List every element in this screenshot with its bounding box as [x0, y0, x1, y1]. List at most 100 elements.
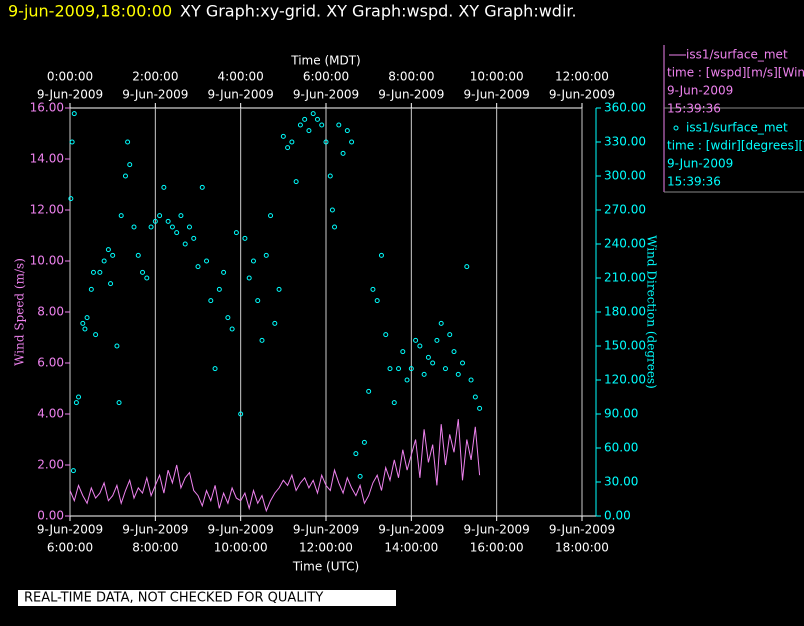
x-tick-label: 6:00:00	[47, 541, 93, 555]
wind-direction-point	[421, 371, 427, 377]
x-tick-date: 9-Jun-2009	[37, 523, 103, 537]
wind-direction-point	[361, 439, 367, 445]
wind-direction-point	[344, 128, 350, 134]
wind-direction-point	[108, 281, 114, 287]
y2-tick-label: 180.00	[604, 305, 646, 319]
x-tick-label: 8:00:00	[132, 541, 178, 555]
wind-direction-point	[434, 337, 440, 343]
wind-direction-point	[472, 394, 478, 400]
wind-direction-point	[182, 241, 188, 247]
wind-direction-point	[114, 343, 120, 349]
wind-direction-point	[233, 230, 239, 236]
wind-direction-point	[199, 184, 205, 190]
legend-time: 15:39:36	[667, 102, 721, 116]
wind-direction-point	[353, 451, 359, 457]
wind-direction-point	[387, 366, 393, 372]
wind-direction-point	[263, 252, 269, 258]
y-tick-label: 16.00	[30, 101, 64, 115]
wind-direction-point	[310, 111, 316, 117]
wind-direction-point	[477, 405, 483, 411]
wind-direction-point	[404, 377, 410, 383]
y-tick-label: 8.00	[37, 305, 64, 319]
wind-direction-point	[383, 332, 389, 338]
x-tick-label: 16:00:00	[470, 541, 524, 555]
wind-direction-point	[250, 258, 256, 264]
wind-direction-point	[451, 349, 457, 355]
wind-direction-point	[314, 116, 320, 122]
wind-direction-point	[116, 400, 122, 406]
wind-direction-point	[370, 286, 376, 292]
wind-direction-point	[396, 366, 402, 372]
wind-direction-point	[417, 343, 423, 349]
wind-direction-point	[82, 326, 88, 332]
legend-date: 9-Jun-2009	[667, 84, 733, 98]
wind-direction-point	[131, 224, 137, 230]
x2-tick-date: 9-Jun-2009	[37, 88, 103, 102]
x-tick-date: 9-Jun-2009	[549, 523, 615, 537]
wind-direction-point	[289, 139, 295, 145]
wind-direction-point	[293, 179, 299, 185]
wind-direction-point	[88, 286, 94, 292]
x2-tick-label: 0:00:00	[47, 70, 93, 84]
x-tick-label: 14:00:00	[384, 541, 438, 555]
legend-field: time : [wspd][m/s][Wind	[667, 66, 804, 80]
wind-direction-point	[195, 264, 201, 270]
wind-direction-point	[238, 411, 244, 417]
y-tick-label: 0.00	[37, 509, 64, 523]
wind-direction-point	[90, 269, 96, 275]
x2-tick-label: 4:00:00	[218, 70, 264, 84]
wind-direction-point	[221, 269, 227, 275]
legend-field: time : [wdir][degrees][V	[667, 139, 804, 153]
y2-tick-label: 120.00	[604, 373, 646, 387]
wind-direction-point	[122, 173, 128, 179]
y2-tick-label: 240.00	[604, 237, 646, 251]
legend-swatch	[673, 125, 679, 131]
wind-direction-point	[332, 224, 338, 230]
wind-direction-point	[140, 269, 146, 275]
y2-axis-title: Wind Direction (degrees)	[645, 235, 659, 389]
wind-direction-point	[101, 258, 107, 264]
y2-tick-label: 210.00	[604, 271, 646, 285]
wind-direction-point	[464, 264, 470, 270]
wind-direction-point	[468, 377, 474, 383]
wind-direction-point	[178, 213, 184, 219]
wind-direction-point	[336, 122, 342, 128]
wind-direction-point	[152, 218, 158, 224]
wind-direction-point	[374, 298, 380, 304]
y2-tick-label: 300.00	[604, 169, 646, 183]
y2-tick-label: 90.00	[604, 407, 638, 421]
wind-direction-point	[165, 218, 171, 224]
wind-direction-point	[208, 298, 214, 304]
wind-direction-point	[157, 213, 163, 219]
y-axis-title: Wind Speed (m/s)	[13, 258, 27, 366]
y2-tick-label: 30.00	[604, 475, 638, 489]
wind-direction-point	[148, 224, 154, 230]
wind-direction-point	[430, 360, 436, 366]
wind-direction-point	[255, 298, 261, 304]
x2-tick-date: 9-Jun-2009	[293, 88, 359, 102]
header-datetime: 9-jun-2009,18:00:00	[8, 2, 172, 21]
y2-tick-label: 360.00	[604, 101, 646, 115]
wind-direction-point	[93, 332, 99, 338]
y-tick-label: 10.00	[30, 254, 64, 268]
x-tick-label: 18:00:00	[555, 541, 609, 555]
wind-direction-point	[306, 128, 312, 134]
wind-direction-point	[135, 252, 141, 258]
wind-direction-point	[425, 354, 431, 360]
x2-tick-date: 9-Jun-2009	[464, 88, 530, 102]
wind-direction-point	[118, 213, 124, 219]
legend-name: iss1/surface_met	[686, 48, 788, 62]
wind-direction-point	[125, 139, 131, 145]
wind-direction-point	[144, 275, 150, 281]
x-tick-date: 9-Jun-2009	[378, 523, 444, 537]
footer-text: REAL-TIME DATA, NOT CHECKED FOR QUALITY	[24, 591, 323, 606]
x-tick-date: 9-Jun-2009	[208, 523, 274, 537]
x-tick-label: 10:00:00	[214, 541, 268, 555]
y2-tick-label: 270.00	[604, 203, 646, 217]
wind-direction-point	[400, 349, 406, 355]
wind-direction-point	[340, 150, 346, 156]
legend-date: 9-Jun-2009	[667, 157, 733, 171]
wind-direction-point	[212, 366, 218, 372]
wind-direction-point	[127, 162, 133, 168]
